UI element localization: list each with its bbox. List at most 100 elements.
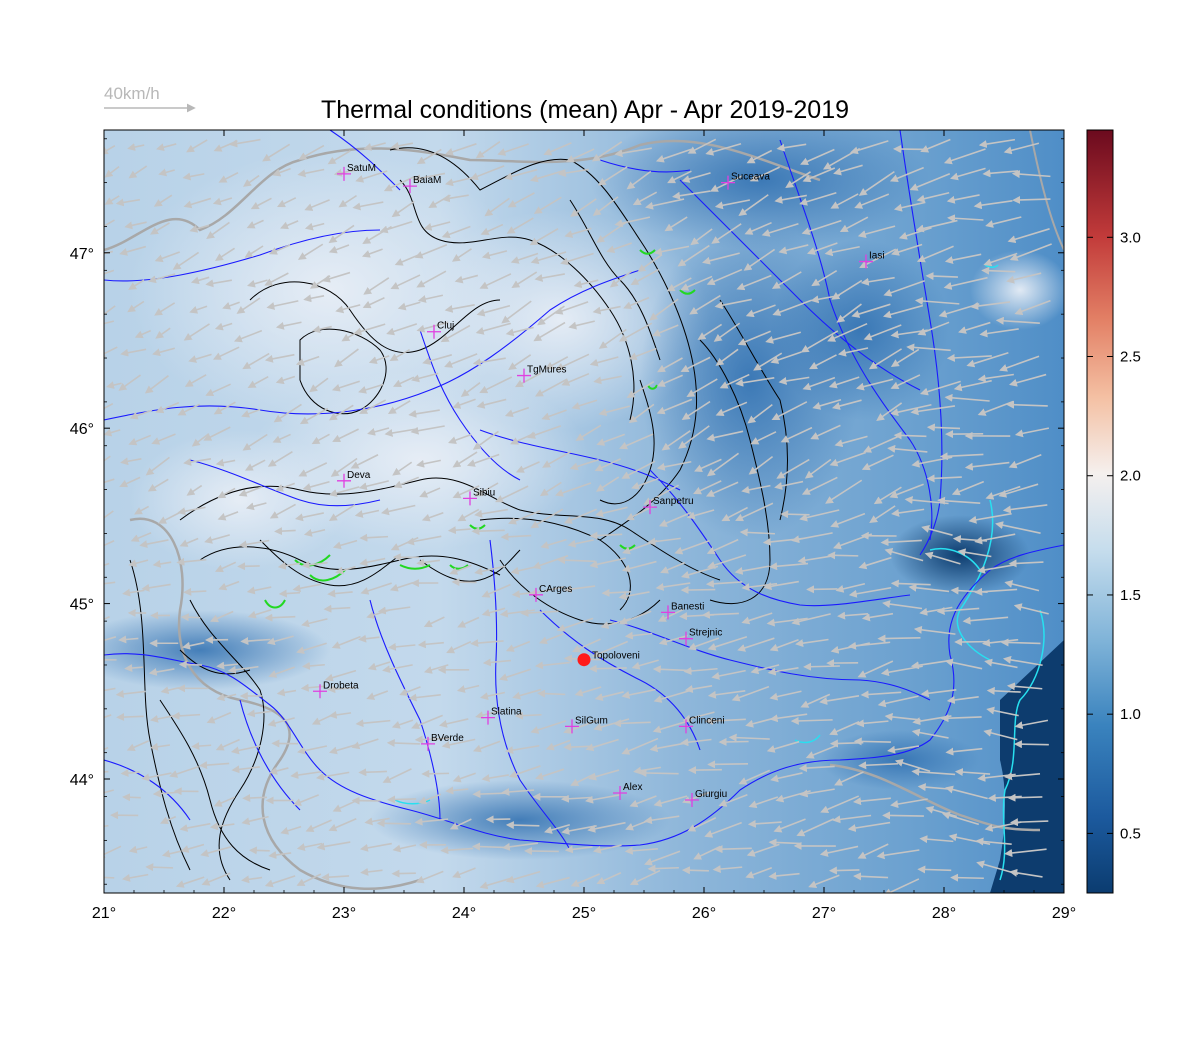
wind-arrow <box>979 328 1019 338</box>
wind-arrow <box>213 401 236 415</box>
wind-arrow <box>276 197 297 208</box>
wind-arrow <box>474 565 506 576</box>
wind-arrow <box>936 607 980 616</box>
wind-arrow <box>154 251 180 263</box>
station: Cluj <box>427 321 454 339</box>
wind-arrow <box>382 768 412 783</box>
wind-arrow <box>970 301 1011 310</box>
wind-arrow <box>387 642 416 651</box>
wind-arrow <box>180 613 201 622</box>
wind-arrow <box>568 320 595 330</box>
wind-arrow <box>770 351 802 364</box>
wind-arrow <box>213 796 235 807</box>
wind-arrow <box>272 167 291 177</box>
wind-arrow <box>227 665 259 674</box>
wind-arrow <box>825 479 863 504</box>
station-markers: SatuM BaiaM Suceava Iasi Cluj TgMures Deva Sibi… <box>313 163 885 808</box>
wind-arrow <box>391 200 415 218</box>
wind-arrow <box>626 381 655 398</box>
wind-vectors <box>104 138 1052 893</box>
wind-arrow <box>452 398 476 409</box>
colorbar-tick-label: 0.5 <box>1120 825 1141 842</box>
wind-arrow <box>451 578 477 587</box>
wind-arrow <box>689 294 721 315</box>
wind-arrow <box>657 608 684 622</box>
wind-arrow <box>917 321 950 336</box>
wind-arrow <box>328 486 360 497</box>
wind-arrow <box>238 485 263 497</box>
wind-arrow <box>328 710 352 719</box>
wind-arrow <box>890 798 928 809</box>
station-label: Alex <box>623 782 642 793</box>
wind-arrow <box>569 458 599 471</box>
wind-arrow <box>315 771 350 781</box>
wind-arrow <box>714 199 751 210</box>
wind-arrow <box>268 666 295 678</box>
wind-arrow <box>890 348 920 367</box>
wind-arrow <box>505 326 534 337</box>
wind-arrow <box>974 587 1018 596</box>
wind-arrow <box>638 769 679 778</box>
wind-arrow <box>898 226 932 240</box>
wind-arrow <box>419 487 441 498</box>
wind-arrow <box>802 376 836 391</box>
wind-arrow <box>706 430 744 442</box>
wind-arrow <box>423 221 451 231</box>
station-label: Deva <box>347 470 371 481</box>
station: TgMures <box>517 365 566 383</box>
wind-arrow <box>183 587 207 596</box>
wind-arrow <box>748 456 774 475</box>
wind-arrow <box>707 635 748 651</box>
wind-arrow <box>749 166 780 182</box>
wind-arrow <box>543 823 570 834</box>
wind-arrow <box>269 503 296 519</box>
wind-arrow <box>245 502 267 511</box>
wind-arrow <box>316 841 351 851</box>
wind-arrow <box>218 171 239 183</box>
wind-arrow <box>800 330 839 353</box>
wind-arrow <box>681 172 711 183</box>
wind-scale-label: 40km/h <box>104 84 160 103</box>
wind-arrow <box>416 558 441 567</box>
wind-arrow <box>944 253 982 264</box>
wind-arrow <box>474 482 499 497</box>
wind-arrow <box>1002 504 1048 514</box>
colorbar-tick-label: 2.0 <box>1120 468 1141 485</box>
wind-arrow <box>120 457 142 466</box>
wind-arrow <box>998 483 1039 498</box>
wind-arrow <box>540 538 567 549</box>
wind-arrow <box>104 616 110 621</box>
wind-arrow <box>338 194 357 208</box>
wind-arrow <box>417 640 444 649</box>
wind-arrow <box>452 451 478 468</box>
wind-arrow <box>839 216 869 233</box>
wind-arrow <box>355 170 388 183</box>
station: Banesti <box>661 601 704 620</box>
colorbar-tick-label: 2.5 <box>1120 349 1141 366</box>
wind-arrow <box>481 607 506 617</box>
wind-arrow <box>565 148 595 163</box>
wind-arrow <box>390 274 421 290</box>
wind-arrow <box>653 795 688 807</box>
wind-arrow <box>451 248 472 262</box>
wind-arrow <box>441 738 476 749</box>
wind-arrow <box>829 739 864 748</box>
wind-arrow <box>808 874 840 889</box>
wind-arrow <box>481 583 511 598</box>
colorbar-gradient <box>1086 129 1114 894</box>
river-danube <box>104 544 1064 847</box>
wind-arrow <box>653 245 690 256</box>
wind-arrow <box>677 244 710 267</box>
axis-ticks: 21° 22° 23° 24° 25° 26° 27° 28° 29° 44° 45° 46° 47° <box>70 130 1076 922</box>
wind-arrow <box>203 426 231 441</box>
wind-arrow <box>595 476 620 492</box>
wind-arrow <box>154 302 176 316</box>
wind-arrow <box>391 719 414 729</box>
wind-arrow <box>363 142 386 151</box>
wind-arrow <box>774 480 804 490</box>
wind-arrow <box>887 444 928 453</box>
wind-arrow <box>973 200 1013 210</box>
lon-tick-label: 25° <box>572 905 596 922</box>
wind-arrow <box>658 634 688 646</box>
